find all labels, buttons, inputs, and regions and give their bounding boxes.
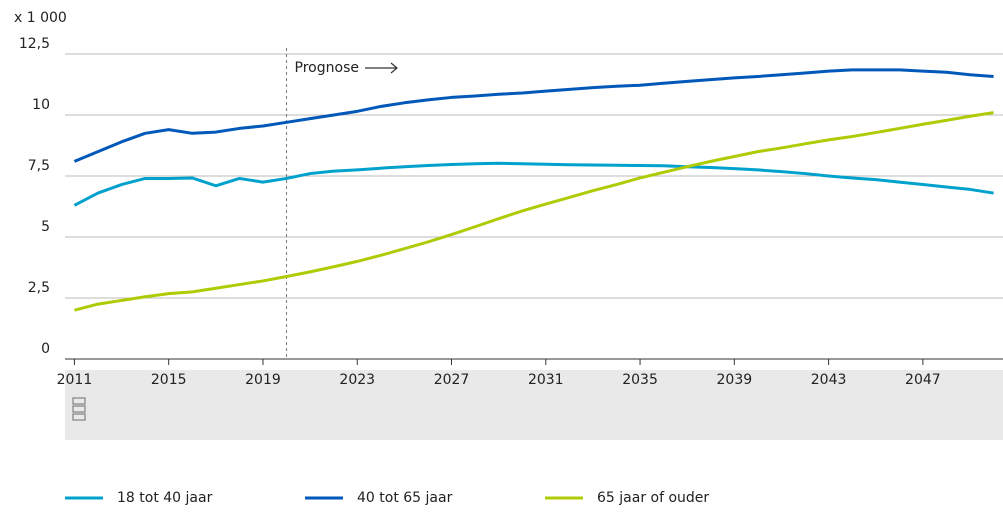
- y-tick-label: 2,5: [28, 280, 50, 296]
- series-line: [73, 68, 994, 163]
- annotation-arrow: [364, 62, 398, 74]
- x-tick-label: 2047: [905, 372, 941, 388]
- x-tick-label: 2035: [622, 372, 658, 388]
- legend-label: 40 tot 65 jaar: [357, 490, 453, 506]
- annotation-text: Prognose: [295, 60, 359, 76]
- x-tick-label: 2039: [717, 372, 753, 388]
- y-tick-label: 5: [41, 219, 50, 235]
- y-tick-label: 10: [32, 97, 50, 113]
- series-line: [73, 161, 994, 207]
- y-tick-label: 0: [41, 341, 50, 357]
- unit-label: x 1 000: [14, 10, 67, 26]
- x-tick-label: 2023: [339, 372, 375, 388]
- footer-band: [65, 370, 1003, 440]
- x-tick-label: 2019: [245, 372, 281, 388]
- logo: [72, 397, 86, 421]
- x-tick-label: 2015: [151, 372, 187, 388]
- series-line: [74, 111, 994, 312]
- y-tick-label: 7,5: [28, 158, 50, 174]
- x-tick-label: 2027: [434, 372, 470, 388]
- legend-label: 18 tot 40 jaar: [117, 490, 213, 506]
- x-tick-label: 2031: [528, 372, 564, 388]
- legend-label: 65 jaar of ouder: [597, 490, 709, 506]
- x-tick-label: 2043: [811, 372, 847, 388]
- x-tick-label: 2011: [57, 372, 93, 388]
- y-tick-label: 12,5: [19, 36, 50, 52]
